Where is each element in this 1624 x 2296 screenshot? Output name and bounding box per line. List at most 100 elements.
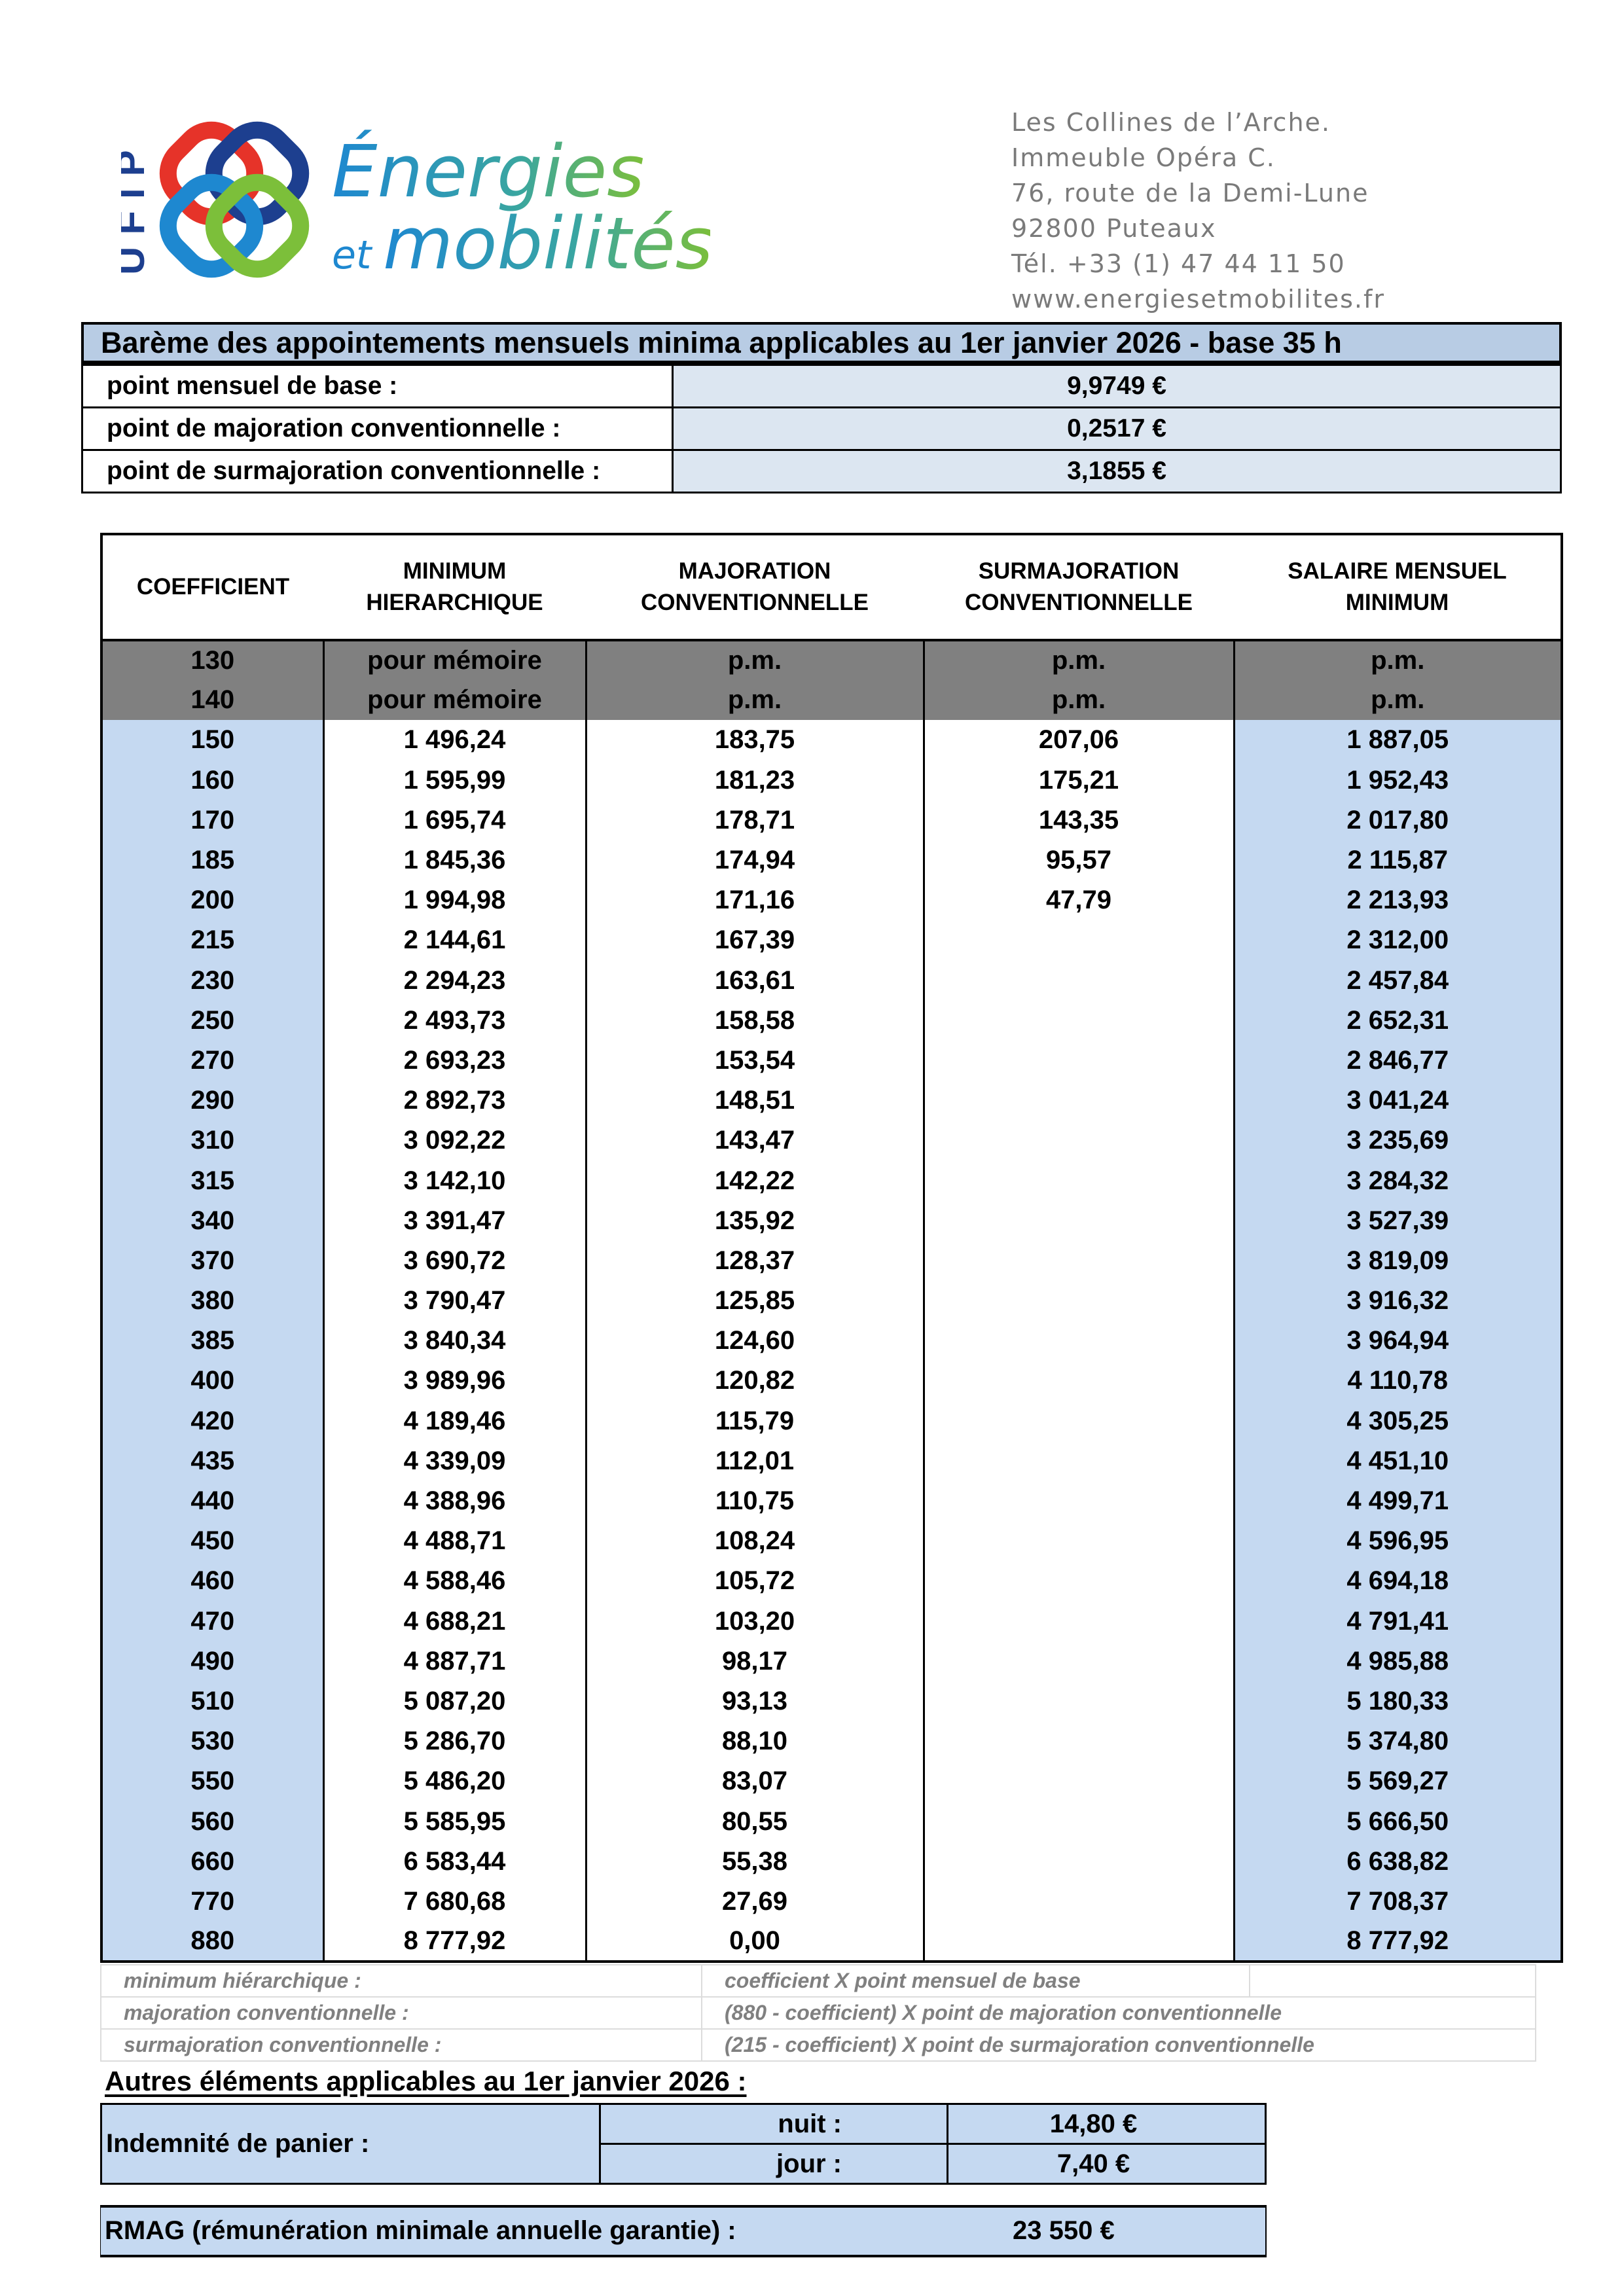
- cell-coefficient: 490: [100, 1641, 325, 1681]
- table-row: 310 3 092,22 143,47 3 235,69: [100, 1121, 1563, 1161]
- cell-majoration: 88,10: [585, 1721, 925, 1762]
- cell-majoration: 153,54: [585, 1040, 925, 1081]
- cell-surmajoration: [922, 1000, 1235, 1041]
- cell-coefficient: 880: [100, 1922, 325, 1962]
- cell-surmajoration: [922, 1801, 1235, 1842]
- cell-coefficient: 530: [100, 1721, 325, 1762]
- table-row: 470 4 688,21 103,20 4 791,41: [100, 1601, 1563, 1641]
- header-line: MAJORATION: [678, 558, 831, 584]
- other-elements-heading: Autres éléments applicables au 1er janvi…: [105, 2066, 747, 2096]
- cell-coefficient: 230: [100, 960, 325, 1001]
- cell-coefficient: 370: [100, 1240, 325, 1281]
- cell-coefficient: 550: [100, 1761, 325, 1802]
- table-row: 530 5 286,70 88,10 5 374,80: [100, 1721, 1563, 1762]
- cell-minimum-hierarchique: 1 845,36: [322, 840, 587, 881]
- cell-surmajoration: [922, 1121, 1235, 1161]
- cell-majoration: 108,24: [585, 1521, 925, 1562]
- cell-salaire-minimum: 3 284,32: [1233, 1160, 1563, 1201]
- cell-surmajoration: [922, 1881, 1235, 1922]
- cell-salaire-minimum: 5 374,80: [1233, 1721, 1563, 1762]
- cell-minimum-hierarchique: 3 092,22: [322, 1121, 587, 1161]
- cell-salaire-minimum: 6 638,82: [1233, 1841, 1563, 1882]
- cell-surmajoration: [922, 1561, 1235, 1602]
- table-row: 270 2 693,23 153,54 2 846,77: [100, 1040, 1563, 1081]
- cell-minimum-hierarchique: 2 693,23: [322, 1040, 587, 1081]
- cell-coefficient: 440: [100, 1480, 325, 1522]
- table-row: 450 4 488,71 108,24 4 596,95: [100, 1521, 1563, 1562]
- table-row: 170 1 695,74 178,71 143,35 2 017,80: [100, 800, 1563, 840]
- cell-salaire-minimum: 2 652,31: [1233, 1000, 1563, 1041]
- cell-surmajoration: [922, 1761, 1235, 1802]
- table-row: 490 4 887,71 98,17 4 985,88: [100, 1641, 1563, 1681]
- formula-label: minimum hiérarchique :: [100, 1964, 702, 1998]
- cell-surmajoration: [922, 1281, 1235, 1321]
- cell-minimum-hierarchique: 1 695,74: [322, 800, 587, 840]
- cell-surmajoration: 143,35: [922, 800, 1235, 840]
- formula-label: surmajoration conventionnelle :: [100, 2028, 702, 2062]
- table-row: 370 3 690,72 128,37 3 819,09: [100, 1240, 1563, 1281]
- cell-surmajoration: [922, 1200, 1235, 1241]
- cell-surmajoration: [922, 1441, 1235, 1481]
- cell-minimum-hierarchique: 8 777,92: [322, 1922, 587, 1962]
- cell-surmajoration: [922, 1521, 1235, 1562]
- header-line: SALAIRE MENSUEL: [1288, 558, 1507, 584]
- point-row: point mensuel de base :9,9749 €: [81, 364, 1562, 408]
- cell-majoration: 93,13: [585, 1681, 925, 1722]
- column-header-majoration: MAJORATION CONVENTIONNELLE: [586, 534, 924, 641]
- cell-coefficient: 450: [100, 1521, 325, 1562]
- table-row: 250 2 493,73 158,58 2 652,31: [100, 1000, 1563, 1041]
- formula-label: majoration conventionnelle :: [100, 1996, 702, 2030]
- cell-surmajoration: [922, 1721, 1235, 1762]
- formula-row: majoration conventionnelle : (880 - coeff…: [100, 1996, 1536, 2030]
- cell-minimum-hierarchique: 3 391,47: [322, 1200, 587, 1241]
- cell-majoration: 105,72: [585, 1561, 925, 1602]
- cell-minimum-hierarchique: 3 690,72: [322, 1240, 587, 1281]
- cell-minimum-hierarchique: 2 493,73: [322, 1000, 587, 1041]
- cell-salaire-minimum: 5 180,33: [1233, 1681, 1563, 1722]
- point-row: point de majoration conventionnelle :0,2…: [81, 406, 1562, 451]
- cell-minimum-hierarchique: 5 286,70: [322, 1721, 587, 1762]
- points-table: point mensuel de base :9,9749 € point de…: [81, 364, 1562, 493]
- cell-coefficient: 290: [100, 1081, 325, 1121]
- cell-majoration: 142,22: [585, 1160, 925, 1201]
- rmag-label: RMAG (rémunération minimale annuelle gar…: [105, 2216, 736, 2245]
- meal-allowance-label: Indemnité de panier :: [100, 2103, 601, 2185]
- cell-coefficient: 470: [100, 1601, 325, 1641]
- cell-salaire-minimum: 4 451,10: [1233, 1441, 1563, 1481]
- phone: Tél. +33 (1) 47 44 11 50: [1011, 249, 1346, 278]
- cell-salaire-minimum: 4 596,95: [1233, 1521, 1563, 1562]
- cell-surmajoration: 95,57: [922, 840, 1235, 881]
- cell-salaire-minimum: 5 666,50: [1233, 1801, 1563, 1842]
- cell-salaire-minimum: 1 952,43: [1233, 760, 1563, 800]
- cell-minimum-hierarchique: 3 840,34: [322, 1321, 587, 1361]
- table-row: 200 1 994,98 171,16 47,79 2 213,93: [100, 880, 1563, 921]
- cell-minimum-hierarchique: 5 486,20: [322, 1761, 587, 1802]
- cell-salaire-minimum: 5 569,27: [1233, 1761, 1563, 1802]
- address-line: Immeuble Opéra C.: [1011, 143, 1276, 172]
- formula-row: minimum hiérarchique : coefficient X poin…: [100, 1964, 1536, 1998]
- salary-table: COEFFICIENT MINIMUM HIERARCHIQUE MAJORATION…: [100, 533, 1563, 1964]
- cell-majoration: 158,58: [585, 1000, 925, 1041]
- cell-surmajoration: [922, 1081, 1235, 1121]
- cell-salaire-minimum: 2 017,80: [1233, 800, 1563, 840]
- cell-minimum-hierarchique: 6 583,44: [322, 1841, 587, 1882]
- cell-minimum-hierarchique: 4 887,71: [322, 1641, 587, 1681]
- cell-minimum-hierarchique: 5 087,20: [322, 1681, 587, 1722]
- cell-minimum-hierarchique: 2 294,23: [322, 960, 587, 1001]
- cell-salaire-minimum: 3 964,94: [1233, 1321, 1563, 1361]
- cell-coefficient: 660: [100, 1841, 325, 1882]
- cell-majoration: 128,37: [585, 1240, 925, 1281]
- column-header-salaire-minimum: SALAIRE MENSUEL MINIMUM: [1234, 534, 1562, 641]
- cell-salaire-minimum: p.m.: [1233, 640, 1563, 681]
- cell-salaire-minimum: 3 235,69: [1233, 1121, 1563, 1161]
- svg-text:UFIP: UFIP: [121, 138, 153, 275]
- cell-salaire-minimum: 4 110,78: [1233, 1361, 1563, 1401]
- cell-majoration: 181,23: [585, 760, 925, 800]
- address-line: Les Collines de l’Arche.: [1011, 108, 1331, 137]
- table-row: 140 pour mémoire p.m. p.m. p.m.: [100, 680, 1563, 721]
- website-link[interactable]: www.energiesetmobilites.fr: [1011, 285, 1385, 314]
- header-line: MINIMUM: [1345, 590, 1449, 615]
- address-line: 92800 Puteaux: [1011, 214, 1217, 243]
- cell-salaire-minimum: 2 846,77: [1233, 1040, 1563, 1081]
- table-row: 440 4 388,96 110,75 4 499,71: [100, 1480, 1563, 1522]
